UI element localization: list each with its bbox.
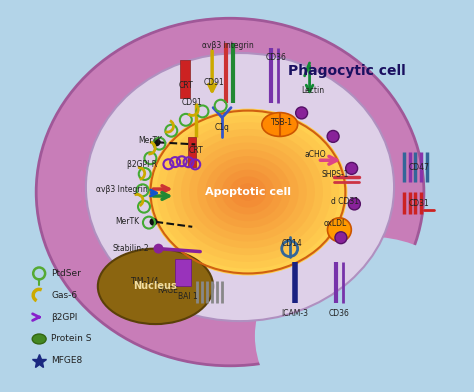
Text: Nucleus: Nucleus (134, 281, 177, 291)
Ellipse shape (165, 122, 331, 262)
Circle shape (153, 138, 161, 146)
Text: MerTK: MerTK (138, 136, 163, 145)
Circle shape (335, 232, 347, 244)
Text: CD36: CD36 (329, 309, 350, 318)
Text: oxLDL: oxLDL (324, 219, 347, 228)
Text: αvβ3 Integrin: αvβ3 Integrin (96, 185, 147, 194)
Circle shape (296, 107, 308, 119)
Text: CD31: CD31 (409, 200, 429, 209)
Text: d CD31: d CD31 (331, 198, 359, 207)
Ellipse shape (221, 170, 274, 214)
FancyBboxPatch shape (175, 259, 191, 286)
Ellipse shape (205, 156, 291, 228)
Text: Protein S: Protein S (51, 334, 91, 343)
Text: MFGE8: MFGE8 (51, 356, 82, 365)
Text: RAGE: RAGE (157, 286, 178, 295)
Circle shape (149, 218, 157, 226)
Text: Phagocytic cell: Phagocytic cell (289, 64, 406, 78)
Text: SHPS-1: SHPS-1 (322, 170, 349, 179)
Text: β2GPI R: β2GPI R (127, 160, 157, 169)
Text: CD91: CD91 (182, 98, 203, 107)
Ellipse shape (197, 149, 299, 235)
Text: ICAM-3: ICAM-3 (281, 309, 308, 318)
Text: Apoptotic cell: Apoptotic cell (205, 187, 291, 197)
FancyBboxPatch shape (180, 60, 190, 98)
Text: CRT: CRT (189, 146, 204, 155)
Ellipse shape (148, 109, 347, 276)
Circle shape (328, 218, 351, 242)
Ellipse shape (230, 176, 266, 208)
Text: C1q: C1q (215, 123, 229, 132)
Text: PtdSer: PtdSer (51, 269, 81, 278)
Ellipse shape (98, 249, 213, 324)
Ellipse shape (181, 136, 315, 248)
Ellipse shape (189, 143, 307, 241)
Text: CD47: CD47 (409, 163, 429, 172)
Ellipse shape (246, 190, 250, 194)
Text: CD91: CD91 (204, 78, 225, 87)
Text: CRT: CRT (179, 81, 194, 90)
Ellipse shape (173, 129, 323, 255)
Ellipse shape (36, 18, 424, 366)
Text: TIM-1/4: TIM-1/4 (131, 277, 160, 286)
FancyBboxPatch shape (188, 138, 196, 167)
Circle shape (346, 162, 357, 174)
Ellipse shape (255, 237, 474, 392)
Text: αvβ3 Integrin: αvβ3 Integrin (202, 41, 254, 49)
Text: β2GPI: β2GPI (51, 313, 77, 321)
Text: BAI 1: BAI 1 (178, 292, 198, 301)
Circle shape (348, 198, 360, 210)
Text: Stabilin-2: Stabilin-2 (113, 244, 149, 253)
Text: aCHO: aCHO (305, 150, 327, 159)
Text: Gas-6: Gas-6 (51, 291, 77, 300)
Ellipse shape (86, 53, 394, 321)
Text: Lectin: Lectin (301, 86, 324, 95)
Ellipse shape (32, 334, 46, 344)
Ellipse shape (156, 115, 339, 269)
Text: CD36: CD36 (265, 53, 286, 62)
Text: MerTK: MerTK (116, 217, 140, 226)
Text: CD14: CD14 (281, 239, 302, 248)
Ellipse shape (238, 183, 258, 201)
Circle shape (327, 131, 339, 142)
Ellipse shape (262, 113, 298, 136)
Circle shape (154, 244, 164, 254)
Text: TSB-1: TSB-1 (271, 118, 293, 127)
Ellipse shape (213, 163, 283, 221)
